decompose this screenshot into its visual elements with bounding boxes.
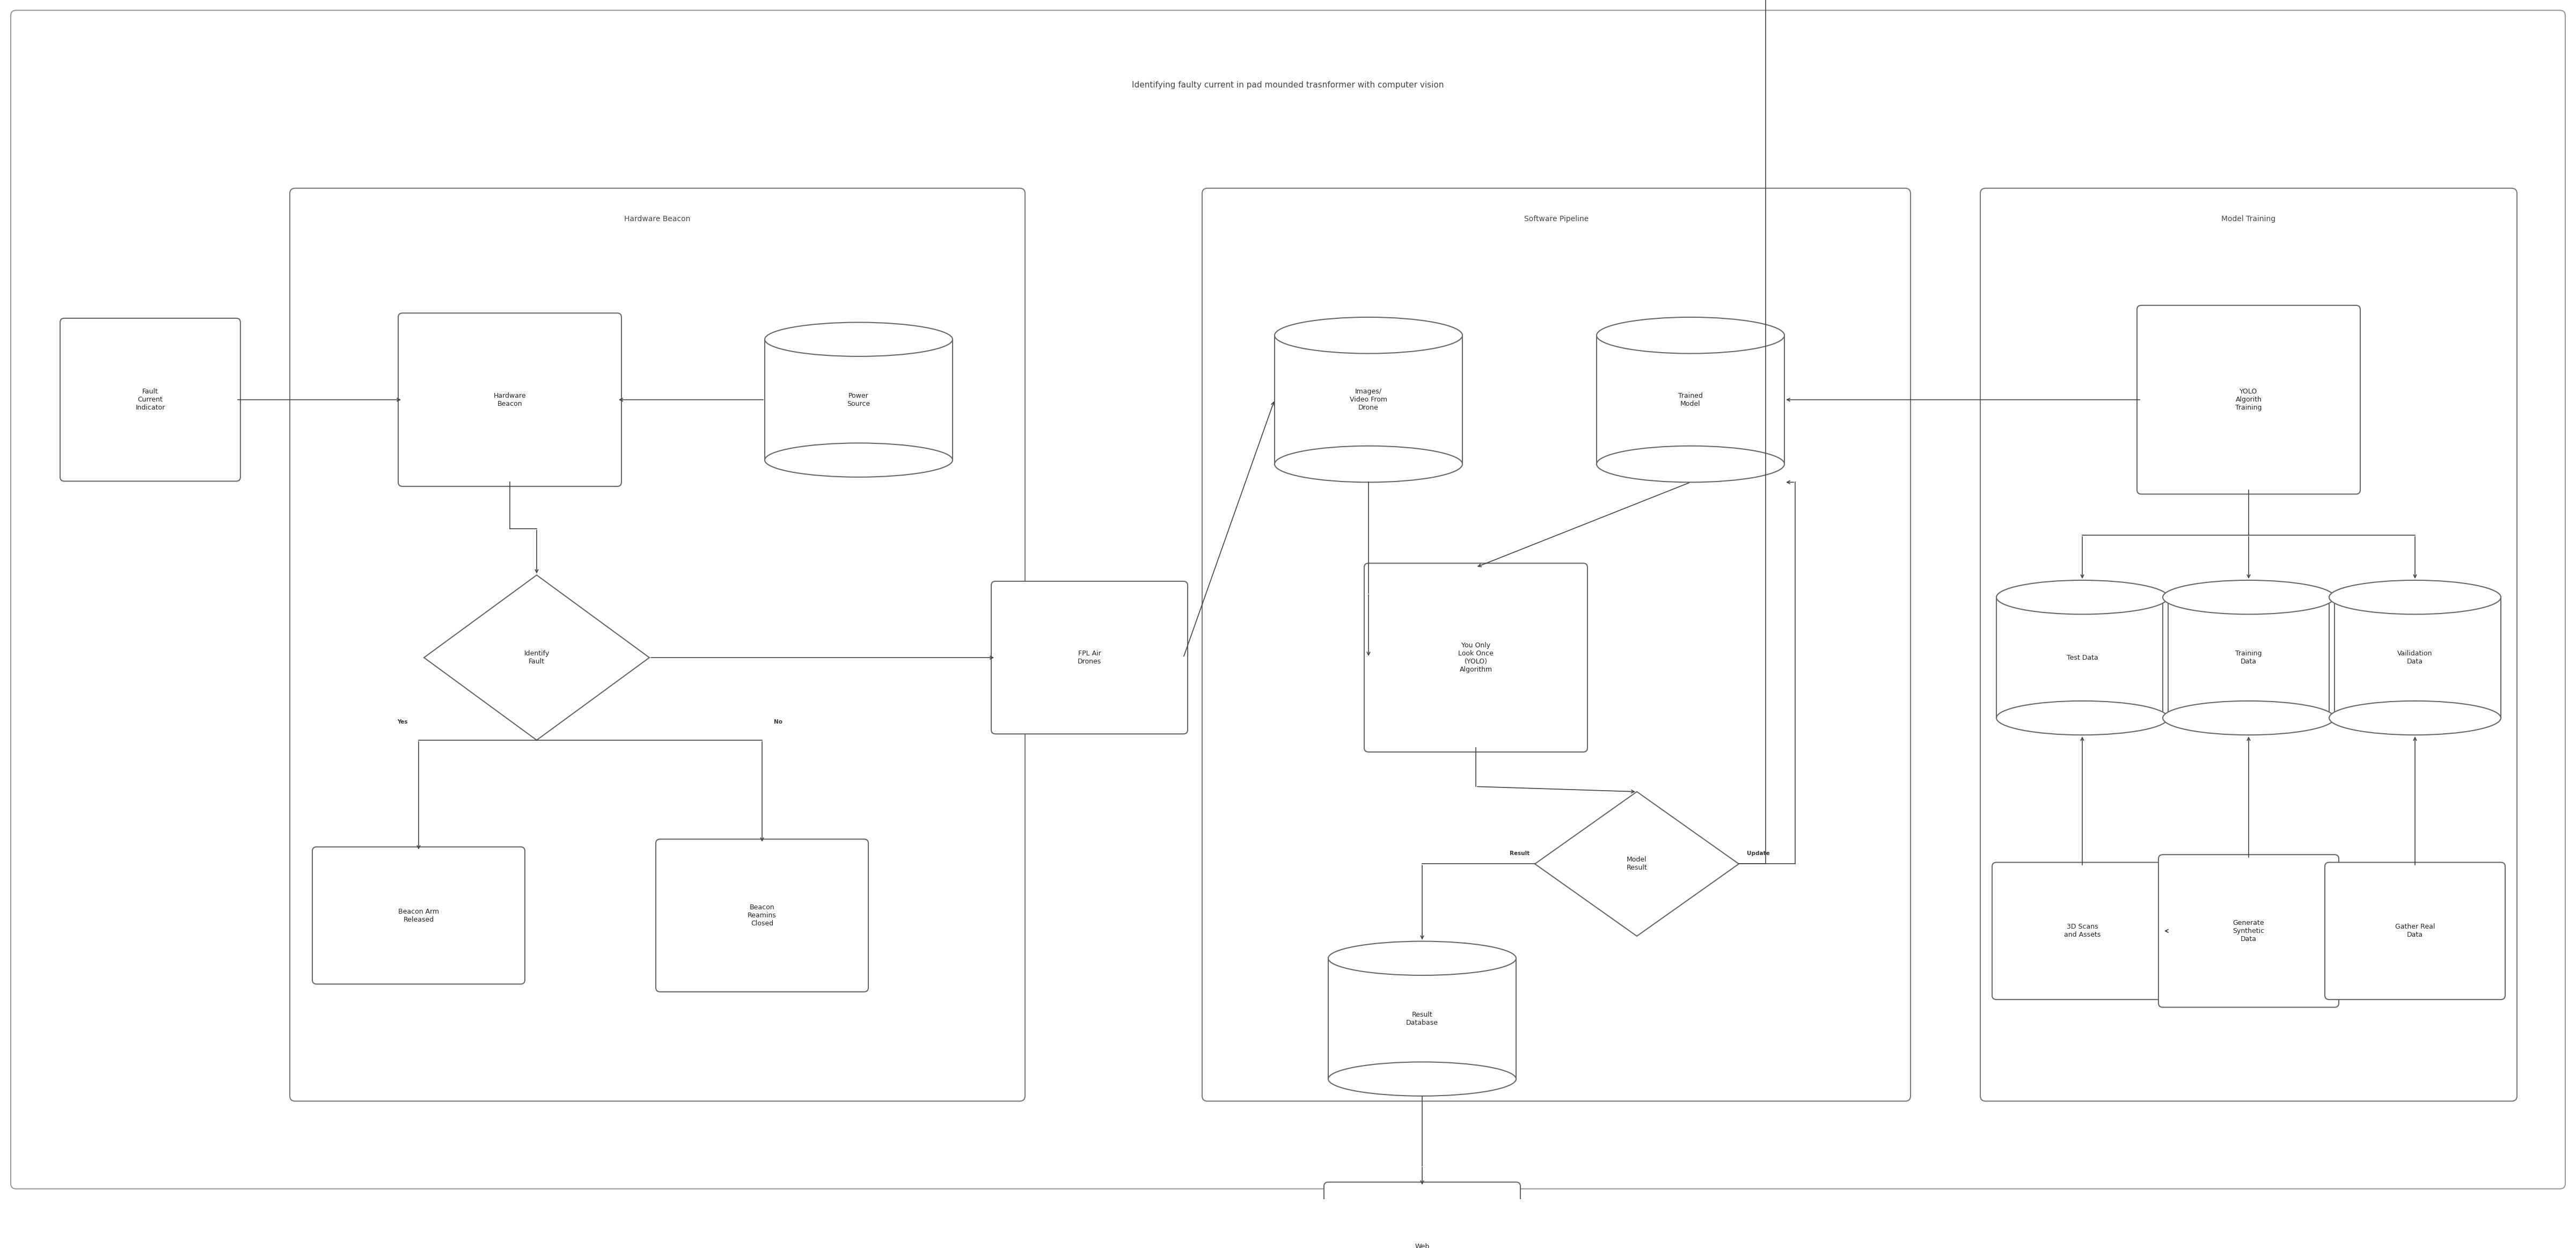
Text: Training
Data: Training Data — [2236, 650, 2262, 665]
Text: Generate
Synthetic
Data: Generate Synthetic Data — [2233, 920, 2264, 942]
FancyBboxPatch shape — [1991, 862, 2172, 1000]
Ellipse shape — [765, 322, 953, 357]
Text: 3D Scans
and Assets: 3D Scans and Assets — [2063, 924, 2099, 938]
Text: Images/
Video From
Drone: Images/ Video From Drone — [1350, 388, 1388, 412]
Text: Model Training: Model Training — [2221, 216, 2275, 223]
FancyBboxPatch shape — [2138, 306, 2360, 494]
Ellipse shape — [1329, 941, 1517, 975]
Text: Update: Update — [1747, 851, 1770, 856]
Text: Trained
Model: Trained Model — [1677, 392, 1703, 407]
Text: Web
Interface: Web Interface — [1406, 1243, 1437, 1248]
Text: FPL Air
Drones: FPL Air Drones — [1077, 650, 1103, 665]
Ellipse shape — [1329, 1062, 1517, 1096]
Text: Beacon Arm
Released: Beacon Arm Released — [399, 909, 438, 924]
Text: YOLO
Algorith
Training: YOLO Algorith Training — [2236, 388, 2262, 412]
FancyBboxPatch shape — [312, 847, 526, 985]
Ellipse shape — [2329, 701, 2501, 735]
FancyBboxPatch shape — [992, 582, 1188, 734]
Text: Identifying faulty current in pad mounded trasnformer with computer vision: Identifying faulty current in pad mounde… — [1131, 81, 1445, 89]
Polygon shape — [765, 339, 953, 461]
Text: No: No — [773, 719, 783, 725]
Text: Hardware Beacon: Hardware Beacon — [623, 216, 690, 223]
FancyBboxPatch shape — [1324, 1182, 1520, 1248]
Polygon shape — [1996, 598, 2169, 718]
FancyBboxPatch shape — [2159, 855, 2339, 1007]
Ellipse shape — [1597, 446, 1785, 482]
FancyBboxPatch shape — [1981, 188, 2517, 1101]
FancyBboxPatch shape — [657, 839, 868, 992]
Text: Result
Database: Result Database — [1406, 1011, 1437, 1026]
Ellipse shape — [765, 443, 953, 477]
FancyBboxPatch shape — [1365, 563, 1587, 753]
FancyBboxPatch shape — [2326, 862, 2504, 1000]
Text: You Only
Look Once
(YOLO)
Algorithm: You Only Look Once (YOLO) Algorithm — [1458, 641, 1494, 673]
Ellipse shape — [1275, 317, 1463, 353]
Ellipse shape — [2164, 580, 2334, 614]
Ellipse shape — [1597, 317, 1785, 353]
FancyBboxPatch shape — [1203, 188, 1911, 1101]
Polygon shape — [2329, 598, 2501, 718]
Text: Gather Real
Data: Gather Real Data — [2396, 924, 2434, 938]
Text: Test Data: Test Data — [2066, 654, 2097, 661]
Text: Hardware
Beacon: Hardware Beacon — [495, 392, 526, 407]
FancyBboxPatch shape — [59, 318, 240, 482]
Polygon shape — [425, 575, 649, 740]
Polygon shape — [2164, 598, 2334, 718]
FancyBboxPatch shape — [289, 188, 1025, 1101]
Ellipse shape — [1996, 701, 2169, 735]
Polygon shape — [1597, 336, 1785, 464]
Ellipse shape — [1996, 580, 2169, 614]
Text: Result: Result — [1510, 851, 1530, 856]
Text: Beacon
Reamins
Closed: Beacon Reamins Closed — [747, 904, 775, 927]
Polygon shape — [1535, 791, 1739, 936]
Polygon shape — [1329, 958, 1517, 1080]
Text: Yes: Yes — [397, 719, 407, 725]
FancyBboxPatch shape — [10, 10, 2566, 1189]
Polygon shape — [1275, 336, 1463, 464]
Text: Identify
Fault: Identify Fault — [523, 650, 549, 665]
Ellipse shape — [2329, 580, 2501, 614]
Text: Fault
Current
Indicator: Fault Current Indicator — [137, 388, 165, 412]
Ellipse shape — [1275, 446, 1463, 482]
Text: Model
Result: Model Result — [1625, 856, 1646, 871]
Text: Software Pipeline: Software Pipeline — [1525, 216, 1589, 223]
Text: Power
Source: Power Source — [848, 392, 871, 407]
FancyBboxPatch shape — [399, 313, 621, 487]
Text: Vailidation
Data: Vailidation Data — [2398, 650, 2432, 665]
Ellipse shape — [2164, 701, 2334, 735]
